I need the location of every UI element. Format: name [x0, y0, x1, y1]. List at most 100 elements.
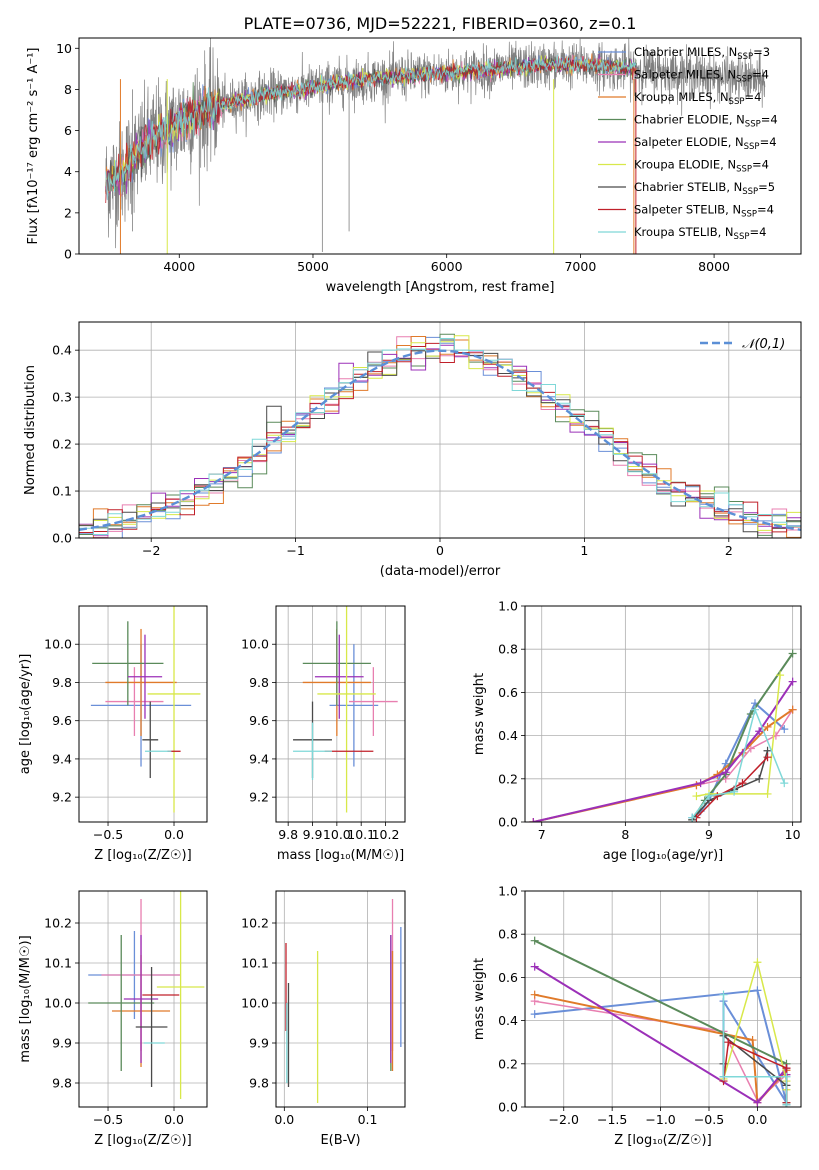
plot-area	[88, 891, 205, 1099]
y-axis-label: age [log₁₀(age/yr)]	[18, 654, 33, 775]
y-axis-label: mass weight	[472, 673, 487, 755]
legend-entry: 𝒩(0,1)	[742, 337, 785, 352]
y-tick-label: 10.2	[44, 916, 72, 931]
series-point-elodie_chabrier	[530, 936, 539, 945]
y-tick-label: 0.8	[498, 642, 518, 657]
series-point-stelib_kroupa	[782, 1072, 791, 1081]
y-tick-label: 0	[64, 247, 72, 262]
y-tick-label: 9.2	[52, 790, 72, 805]
y-tick-label: 10.1	[241, 956, 269, 971]
y-tick-label: 10.0	[44, 637, 72, 652]
y-tick-label: 8	[64, 82, 72, 97]
series-point-miles_kroupa	[788, 705, 797, 714]
series-point-miles_chabrier	[780, 725, 789, 734]
x-tick-label: 7000	[564, 259, 596, 274]
y-tick-label: 1.0	[498, 599, 518, 614]
x-axis-label: Z [log₁₀(Z/Z☉)]	[614, 1133, 711, 1148]
y-tick-label: 10.0	[44, 996, 72, 1011]
x-tick-label: 0.0	[747, 1112, 767, 1127]
panel-weight_vs_z: −2.0 −1.5 −1.0 −0.5 0.0 0.0 0.2 0.4 0.6 0.8 1.0 Z […	[472, 884, 802, 1148]
x-tick-label: 10.0	[323, 827, 351, 842]
x-tick-label: 0.0	[164, 1112, 184, 1127]
legend-entry: Chabrier STELIB, NSSP=5	[634, 180, 775, 197]
model-stelib_kroupa	[105, 54, 637, 201]
series-point-stelib_salpeter	[724, 1038, 733, 1047]
x-tick-label: 0	[436, 543, 444, 558]
legend-entry: Chabrier MILES, NSSP=3	[634, 45, 770, 62]
axes-frame	[524, 605, 802, 823]
series-point-stelib_salpeter	[763, 753, 772, 762]
y-tick-label: 9.8	[52, 675, 72, 690]
y-tick-label: 9.8	[52, 1076, 72, 1091]
x-tick-label: 7	[538, 827, 546, 842]
panel-residuals: −2 −1 0 1 2 0.0 0.1 0.2 0.3 0.4 (data-model)/error…	[23, 321, 802, 579]
panel-spectrum: 4000 5000 6000 7000 8000 0 2 4 6 8 10 wavelength [A…	[26, 37, 802, 295]
series-point-elodie_kroupa	[753, 958, 762, 967]
x-axis-label: wavelength [Angstrom, rest frame]	[326, 280, 555, 295]
series-point-stelib_kroupa	[705, 792, 713, 801]
x-tick-label: 10.2	[372, 827, 400, 842]
y-tick-label: 0.8	[498, 927, 518, 942]
axes-frame	[78, 605, 208, 823]
plot-area	[105, 38, 766, 254]
y-tick-label: 9.2	[249, 790, 269, 805]
legend-entry: Chabrier ELODIE, NSSP=4	[634, 113, 778, 130]
y-tick-label: 0.2	[498, 771, 518, 786]
axes-frame	[275, 605, 406, 823]
panel-mass_vs_ebv: 0.0 0.1 9.8 9.9 10.0 10.1 10.2 E(B-V)	[241, 890, 406, 1148]
x-tick-label: 8	[621, 827, 629, 842]
series-point-elodie_salpeter	[696, 779, 705, 788]
plot-area	[90, 606, 201, 813]
x-tick-label: 2	[725, 543, 733, 558]
plot-area	[285, 899, 402, 1103]
series-point-elodie_salpeter	[788, 677, 797, 686]
series-point-miles_kroupa	[748, 1036, 757, 1045]
series-point-miles_chabrier	[753, 986, 762, 995]
y-tick-label: 0.2	[52, 437, 72, 452]
series-point-elodie_kroupa	[692, 792, 701, 801]
y-tick-label: 0.3	[52, 390, 72, 405]
y-tick-label: 10	[56, 41, 72, 56]
axes-frame	[78, 321, 802, 539]
panel-age_vs_z: −0.5 0.0 9.2 9.4 9.6 9.8 10.0 Z [log₁₀(Z/Z☉)] ag…	[18, 605, 208, 863]
legend-entry: Kroupa STELIB, NSSP=4	[634, 225, 766, 242]
y-tick-label: 0.6	[498, 970, 518, 985]
histogram-stelib_kroupa	[79, 338, 801, 535]
plot-area	[79, 333, 801, 538]
y-tick-label: 0.4	[52, 343, 72, 358]
x-tick-label: 5000	[297, 259, 329, 274]
y-tick-label: 4	[64, 164, 72, 179]
axes-frame	[78, 890, 208, 1108]
y-tick-label: 10.0	[241, 996, 269, 1011]
series-line-stelib_salpeter	[695, 756, 769, 819]
x-tick-label: 9	[705, 827, 713, 842]
series-point-stelib_salpeter	[738, 779, 747, 788]
series-point-stelib_kroupa	[730, 787, 739, 796]
x-tick-label: 6000	[431, 259, 463, 274]
series-point-stelib_kroupa	[780, 779, 789, 788]
x-axis-label: E(B-V)	[320, 1133, 360, 1148]
legend-entry: Salpeter STELIB, NSSP=4	[634, 203, 774, 220]
y-tick-label: 9.8	[249, 675, 269, 690]
y-tick-label: 2	[64, 205, 72, 220]
axes-frame	[78, 37, 802, 255]
series-point-stelib_salpeter	[713, 792, 722, 801]
figure-title: PLATE=0736, MJD=52221, FIBERID=0360, z=0…	[244, 14, 637, 33]
series-point-elodie_salpeter	[530, 962, 539, 971]
y-tick-label: 9.9	[249, 1036, 269, 1051]
x-tick-label: 9.8	[278, 827, 298, 842]
y-tick-label: 0.6	[498, 685, 518, 700]
axes-frame	[524, 890, 802, 1108]
x-tick-label: 8000	[698, 259, 730, 274]
y-axis-label: mass [log₁₀(M/M☉)]	[18, 935, 33, 1062]
series-point-stelib_kroupa	[782, 1100, 791, 1107]
panel-mass_vs_z: −0.5 0.0 9.8 9.9 10.0 10.1 10.2 Z [log₁₀(Z/Z☉)]…	[18, 890, 208, 1148]
series-point-stelib_kroupa	[719, 990, 728, 999]
x-tick-label: −0.5	[694, 1112, 724, 1127]
plot-area	[530, 936, 791, 1107]
x-tick-label: 10.1	[347, 827, 375, 842]
series-point-miles_kroupa	[530, 990, 539, 999]
series-point-elodie_salpeter	[753, 1098, 762, 1107]
series-point-elodie_chabrier	[788, 649, 797, 658]
x-tick-label: −2.0	[549, 1112, 579, 1127]
